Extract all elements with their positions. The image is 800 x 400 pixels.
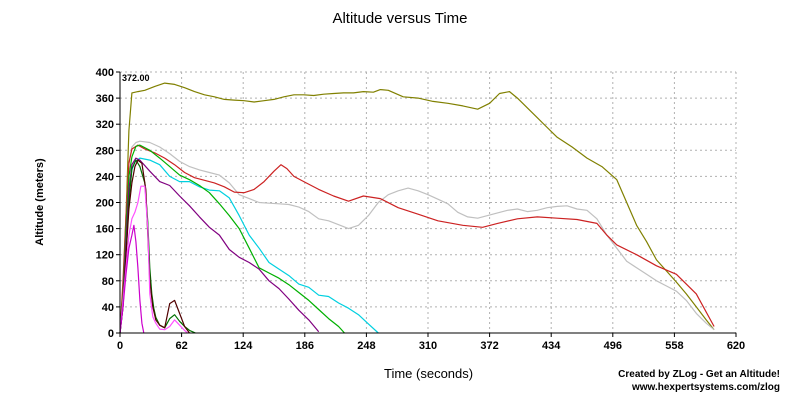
x-tick-label: 558 bbox=[665, 340, 683, 352]
y-tick-label: 320 bbox=[96, 119, 114, 131]
credit-line-2: www.hexpertsystems.com/zlog bbox=[631, 382, 780, 393]
series-line-5 bbox=[119, 144, 345, 334]
y-tick-label: 400 bbox=[96, 67, 114, 79]
x-tick-label: 372 bbox=[480, 340, 498, 352]
x-tick-label: 496 bbox=[604, 340, 622, 352]
x-tick-label: 0 bbox=[117, 340, 123, 352]
series-line-10 bbox=[119, 224, 145, 334]
y-tick-label: 280 bbox=[96, 145, 114, 157]
series-line-9 bbox=[119, 185, 188, 334]
series-line-1 bbox=[119, 82, 715, 334]
y-tick-label: 0 bbox=[108, 328, 114, 340]
y-tick-label: 200 bbox=[96, 198, 114, 210]
x-tick-label: 62 bbox=[175, 340, 187, 352]
chart-title: Altitude versus Time bbox=[332, 10, 468, 27]
series-line-6 bbox=[119, 157, 320, 334]
credit-line-1: Created by ZLog - Get an Altitude! bbox=[618, 369, 780, 380]
y-tick-label: 360 bbox=[96, 93, 114, 105]
y-tick-label: 120 bbox=[96, 250, 114, 262]
series-line-3 bbox=[119, 144, 715, 334]
x-axis-label: Time (seconds) bbox=[384, 366, 474, 381]
x-tick-label: 248 bbox=[357, 340, 375, 352]
y-tick-label: 80 bbox=[102, 276, 114, 288]
x-tick-label: 186 bbox=[296, 340, 314, 352]
credit-text: Created by ZLog - Get an Altitude! www.h… bbox=[618, 368, 780, 394]
peak-annotation: 372.00 bbox=[122, 73, 150, 83]
y-tick-label: 40 bbox=[102, 302, 114, 314]
x-tick-label: 434 bbox=[542, 340, 561, 352]
x-tick-label: 620 bbox=[727, 340, 745, 352]
x-tick-label: 310 bbox=[419, 340, 437, 352]
y-tick-label: 160 bbox=[96, 224, 114, 236]
x-tick-label: 124 bbox=[234, 340, 253, 352]
y-tick-label: 240 bbox=[96, 171, 114, 183]
series-line-2 bbox=[119, 140, 715, 334]
